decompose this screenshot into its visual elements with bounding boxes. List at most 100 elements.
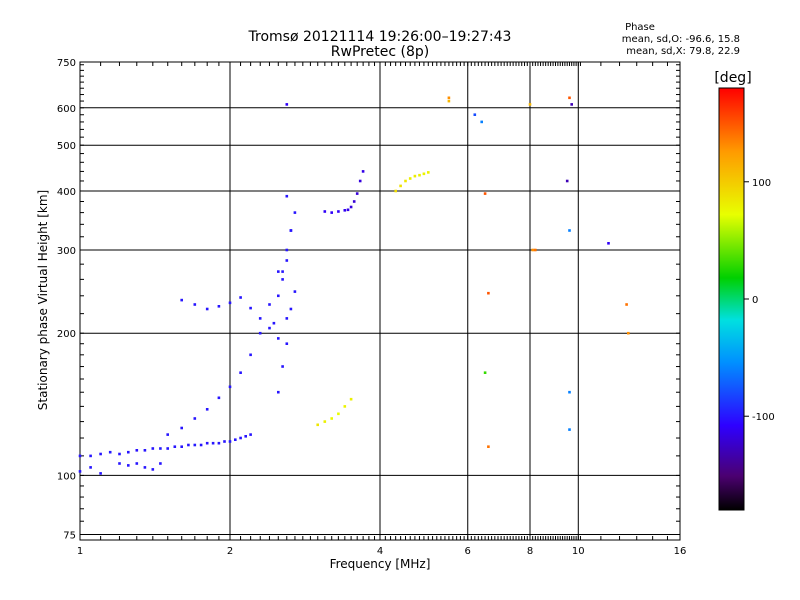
data-point bbox=[323, 420, 327, 423]
data-point bbox=[143, 466, 147, 469]
y-tick-label: 200 bbox=[57, 329, 76, 340]
data-point bbox=[89, 454, 92, 458]
data-point bbox=[568, 96, 571, 100]
x-tick-label: 10 bbox=[572, 546, 585, 557]
data-point bbox=[205, 408, 209, 411]
data-point bbox=[483, 371, 487, 374]
data-point bbox=[89, 466, 92, 469]
data-point bbox=[289, 307, 293, 311]
data-point bbox=[211, 441, 215, 445]
data-point bbox=[249, 433, 252, 436]
data-point bbox=[193, 443, 197, 447]
y-axis-label: Stationary phase Virtual Height [km] bbox=[36, 190, 50, 410]
phase-stats-o: mean, sd,O: -96.6, 15.8 bbox=[622, 34, 740, 45]
data-points bbox=[78, 96, 630, 475]
data-point bbox=[228, 385, 232, 389]
data-point bbox=[166, 433, 169, 436]
data-point bbox=[568, 428, 571, 431]
y-tick-label: 75 bbox=[63, 530, 76, 541]
data-point bbox=[239, 371, 242, 374]
data-point bbox=[277, 390, 280, 394]
phase-stats-x: mean, sd,X: 79.8, 22.9 bbox=[626, 46, 740, 57]
data-point bbox=[193, 303, 197, 306]
data-point bbox=[534, 248, 537, 252]
x-tick-label: 1 bbox=[77, 546, 83, 557]
data-point bbox=[281, 270, 284, 273]
data-point bbox=[352, 200, 356, 203]
data-point bbox=[173, 445, 177, 448]
data-point bbox=[281, 278, 284, 281]
data-point bbox=[249, 306, 252, 310]
data-point bbox=[343, 209, 347, 212]
data-point bbox=[422, 172, 426, 176]
x-axis-label: Frequency [MHz] bbox=[330, 557, 431, 571]
data-point bbox=[180, 445, 183, 448]
y-tick-label: 300 bbox=[57, 246, 76, 257]
data-point bbox=[268, 303, 271, 306]
colorbar-tick-label: 0 bbox=[752, 295, 758, 306]
data-point bbox=[399, 184, 402, 188]
data-point bbox=[277, 294, 280, 298]
data-point bbox=[627, 331, 630, 335]
data-point bbox=[217, 396, 221, 400]
data-point bbox=[418, 173, 421, 177]
y-tick-label: 400 bbox=[57, 187, 76, 198]
data-point bbox=[217, 441, 221, 445]
data-point bbox=[180, 426, 183, 430]
data-point bbox=[346, 208, 350, 212]
data-point bbox=[568, 390, 571, 394]
data-point bbox=[289, 229, 293, 232]
data-point bbox=[285, 103, 289, 106]
data-point bbox=[480, 120, 483, 124]
data-point bbox=[285, 259, 289, 262]
data-point bbox=[447, 96, 451, 100]
data-point bbox=[187, 443, 190, 447]
data-point bbox=[223, 440, 226, 443]
data-point bbox=[323, 210, 327, 213]
data-point bbox=[205, 307, 209, 311]
y-tick-label: 750 bbox=[57, 58, 76, 69]
data-point bbox=[272, 321, 276, 325]
grid-lines bbox=[80, 62, 680, 540]
data-point bbox=[159, 462, 162, 465]
chart-title: Tromsø 20121114 19:26:00–19:27:43 bbox=[248, 29, 512, 45]
data-point bbox=[483, 192, 487, 195]
y-tick-label: 100 bbox=[57, 471, 76, 482]
data-point bbox=[531, 248, 534, 252]
data-point bbox=[239, 296, 242, 299]
x-tick-label: 4 bbox=[377, 546, 383, 557]
data-point bbox=[281, 365, 284, 368]
data-point bbox=[316, 423, 319, 427]
chart-subtitle: RwPretec (8p) bbox=[331, 44, 429, 60]
data-point bbox=[570, 103, 573, 106]
data-point bbox=[277, 337, 280, 340]
data-point bbox=[447, 99, 451, 103]
data-point bbox=[337, 210, 340, 213]
data-point bbox=[404, 179, 407, 183]
data-point bbox=[487, 445, 490, 448]
data-point bbox=[330, 211, 333, 214]
data-point bbox=[285, 317, 289, 320]
data-point bbox=[99, 472, 102, 475]
data-point bbox=[293, 211, 297, 214]
data-point bbox=[249, 353, 252, 357]
data-point bbox=[394, 189, 397, 193]
data-point bbox=[151, 447, 155, 450]
data-point bbox=[349, 205, 353, 209]
data-point bbox=[127, 450, 130, 454]
data-point bbox=[358, 179, 362, 183]
data-point bbox=[285, 248, 289, 252]
data-point bbox=[337, 412, 340, 416]
data-point bbox=[285, 342, 289, 345]
phase-stats-heading: Phase bbox=[625, 22, 655, 33]
data-point bbox=[217, 305, 221, 308]
data-point bbox=[228, 301, 232, 305]
data-point bbox=[268, 326, 271, 330]
data-point bbox=[193, 417, 197, 420]
data-point bbox=[239, 436, 242, 440]
data-point bbox=[180, 298, 183, 302]
data-point bbox=[343, 405, 347, 408]
data-point bbox=[361, 170, 365, 173]
data-point bbox=[258, 317, 262, 320]
